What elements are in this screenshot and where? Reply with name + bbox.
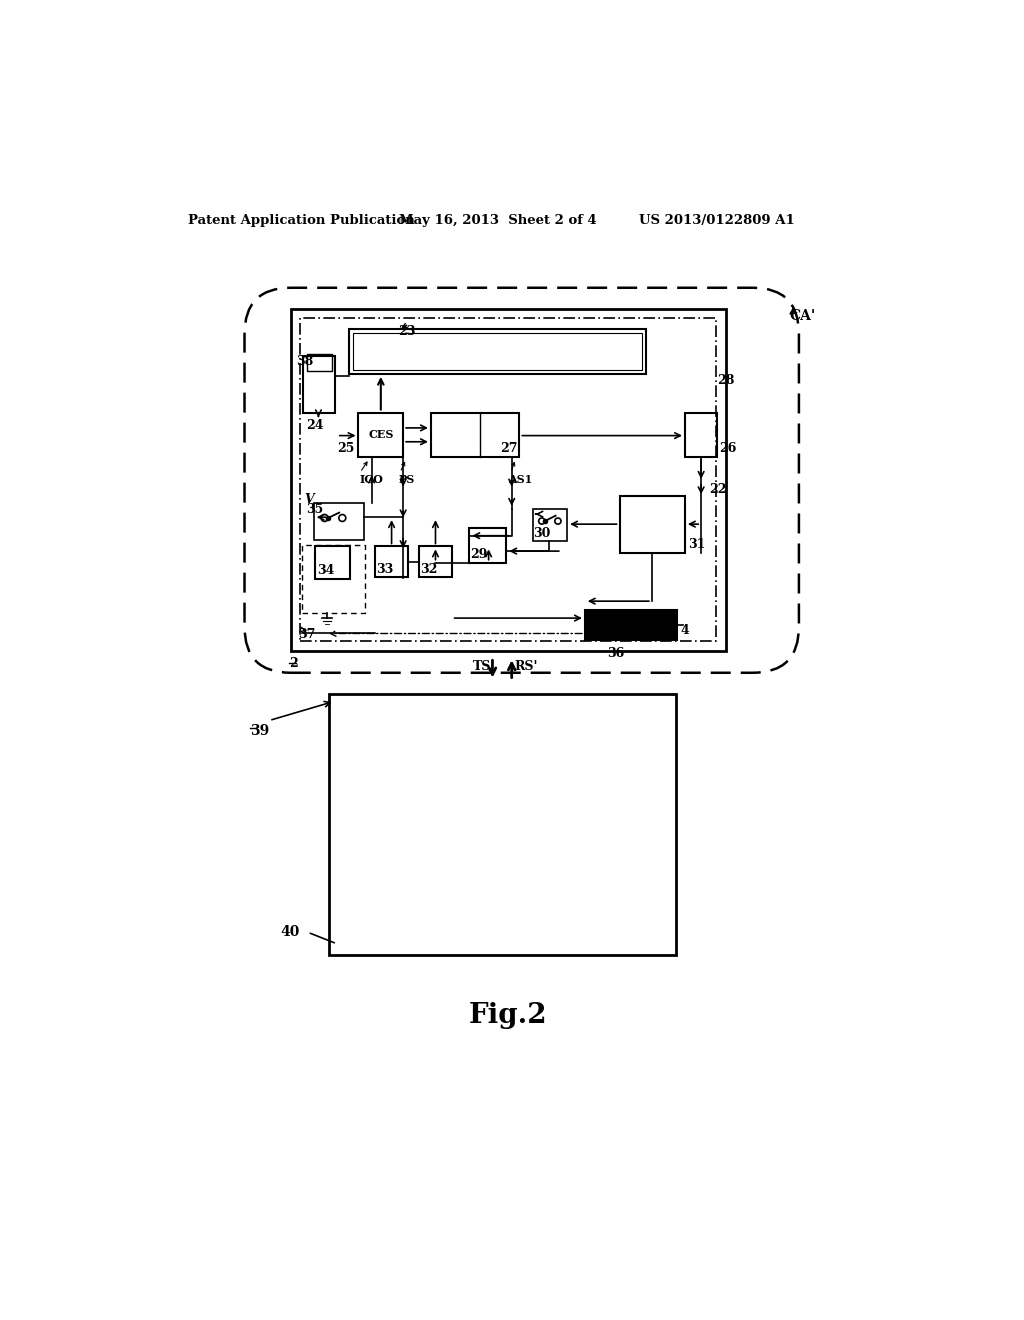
Text: 27: 27 [501, 442, 518, 455]
Text: 38: 38 [296, 355, 313, 368]
Text: 40: 40 [281, 924, 300, 939]
Bar [307, 354, 332, 371]
Bar [353, 333, 642, 370]
Text: AS1: AS1 [508, 474, 532, 486]
Bar [431, 413, 519, 457]
Text: CA': CA' [790, 309, 816, 322]
Bar [620, 496, 685, 553]
Text: 28: 28 [717, 374, 734, 387]
Text: 36: 36 [607, 647, 625, 660]
Bar [315, 546, 350, 579]
Bar [419, 546, 452, 577]
Text: ICO: ICO [360, 474, 384, 486]
Text: 34: 34 [316, 564, 334, 577]
Bar [376, 546, 408, 577]
Text: 29: 29 [470, 548, 487, 561]
Text: 33: 33 [376, 562, 393, 576]
Text: 39: 39 [250, 725, 269, 738]
Bar [685, 413, 717, 457]
Text: V: V [304, 494, 314, 507]
Text: 30: 30 [534, 527, 551, 540]
Text: May 16, 2013  Sheet 2 of 4: May 16, 2013 Sheet 2 of 4 [398, 214, 596, 227]
Text: 2: 2 [289, 656, 298, 669]
Bar [469, 528, 506, 562]
Text: 31: 31 [688, 539, 706, 552]
Text: 35: 35 [306, 503, 324, 516]
Bar [349, 330, 646, 374]
Text: 26: 26 [720, 442, 737, 455]
Text: 4: 4 [680, 624, 689, 638]
Text: US 2013/0122809 A1: US 2013/0122809 A1 [639, 214, 795, 227]
Bar [585, 610, 677, 640]
Bar [303, 355, 336, 413]
Bar [358, 413, 403, 457]
Bar [313, 503, 364, 540]
Text: 22: 22 [710, 483, 727, 496]
Bar [291, 309, 726, 651]
Text: 24: 24 [306, 420, 324, 433]
Text: 32: 32 [420, 562, 437, 576]
Text: 37: 37 [298, 628, 315, 642]
Text: Patent Application Publication: Patent Application Publication [188, 214, 415, 227]
Text: RS': RS' [514, 660, 538, 673]
Text: 23: 23 [398, 325, 416, 338]
Text: Fig.2: Fig.2 [469, 1002, 547, 1028]
Bar [301, 545, 365, 612]
Text: PS: PS [398, 474, 415, 486]
Bar [532, 508, 567, 541]
Text: TS: TS [472, 660, 490, 673]
Bar [330, 693, 676, 956]
Bar [300, 318, 716, 642]
Text: 25: 25 [337, 442, 354, 455]
Text: CES: CES [368, 429, 393, 441]
